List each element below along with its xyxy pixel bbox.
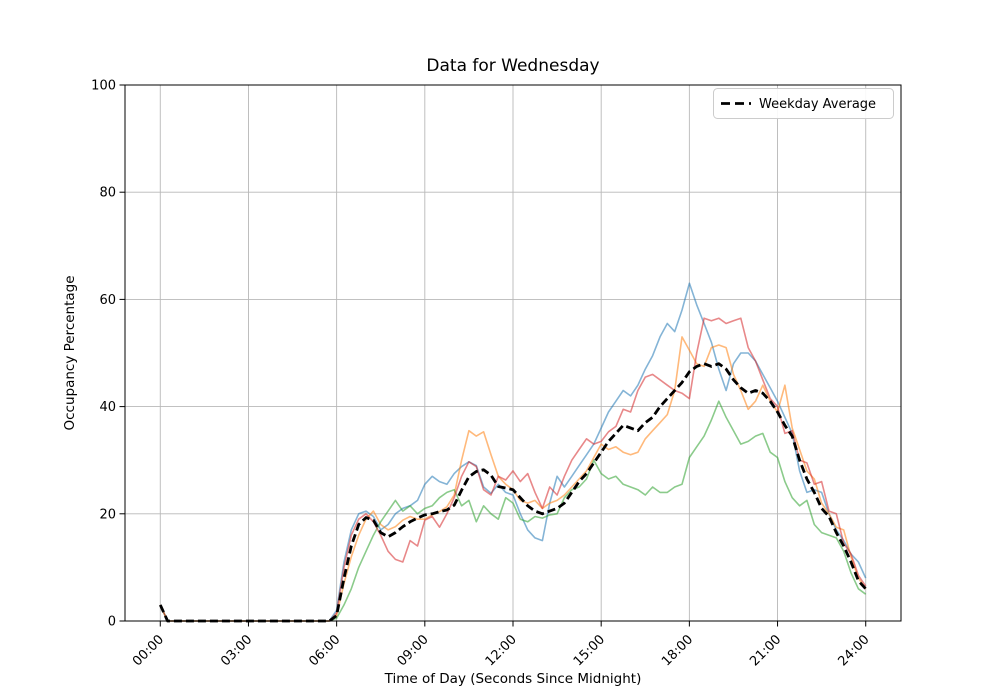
legend-box (713, 88, 894, 119)
y-tick-label: 20 (99, 507, 116, 522)
x-tick-label: 18:00 (659, 632, 696, 669)
legend: Weekday Average (713, 88, 894, 119)
x-tick-label: 12:00 (483, 632, 520, 669)
x-tick-label: 21:00 (747, 632, 784, 669)
x-tick-label: 03:00 (218, 632, 255, 669)
chart-title: Data for Wednesday (426, 56, 599, 76)
y-tick-label: 40 (99, 400, 116, 415)
y-tick-label: 0 (108, 615, 116, 630)
x-axis-label: Time of Day (Seconds Since Midnight) (384, 671, 642, 687)
y-tick-label: 80 (99, 186, 116, 201)
y-tick-label: 60 (99, 293, 116, 308)
x-tick-label: 09:00 (395, 632, 432, 669)
x-tick-label: 24:00 (835, 632, 872, 669)
x-tick-label: 06:00 (306, 632, 343, 669)
legend-label: Weekday Average (759, 97, 876, 112)
y-tick-label: 100 (91, 79, 116, 94)
x-tick-label: 00:00 (130, 632, 167, 669)
grid-layer (125, 84, 901, 621)
tick-layer (119, 84, 867, 627)
tick-label-layer: 00:00 03:00 06:00 09:00 12:00 15:00 18:00 21:00… (91, 79, 872, 670)
x-tick-label: 15:00 (571, 632, 608, 669)
y-axis-label: Occupancy Percentage (62, 275, 78, 430)
